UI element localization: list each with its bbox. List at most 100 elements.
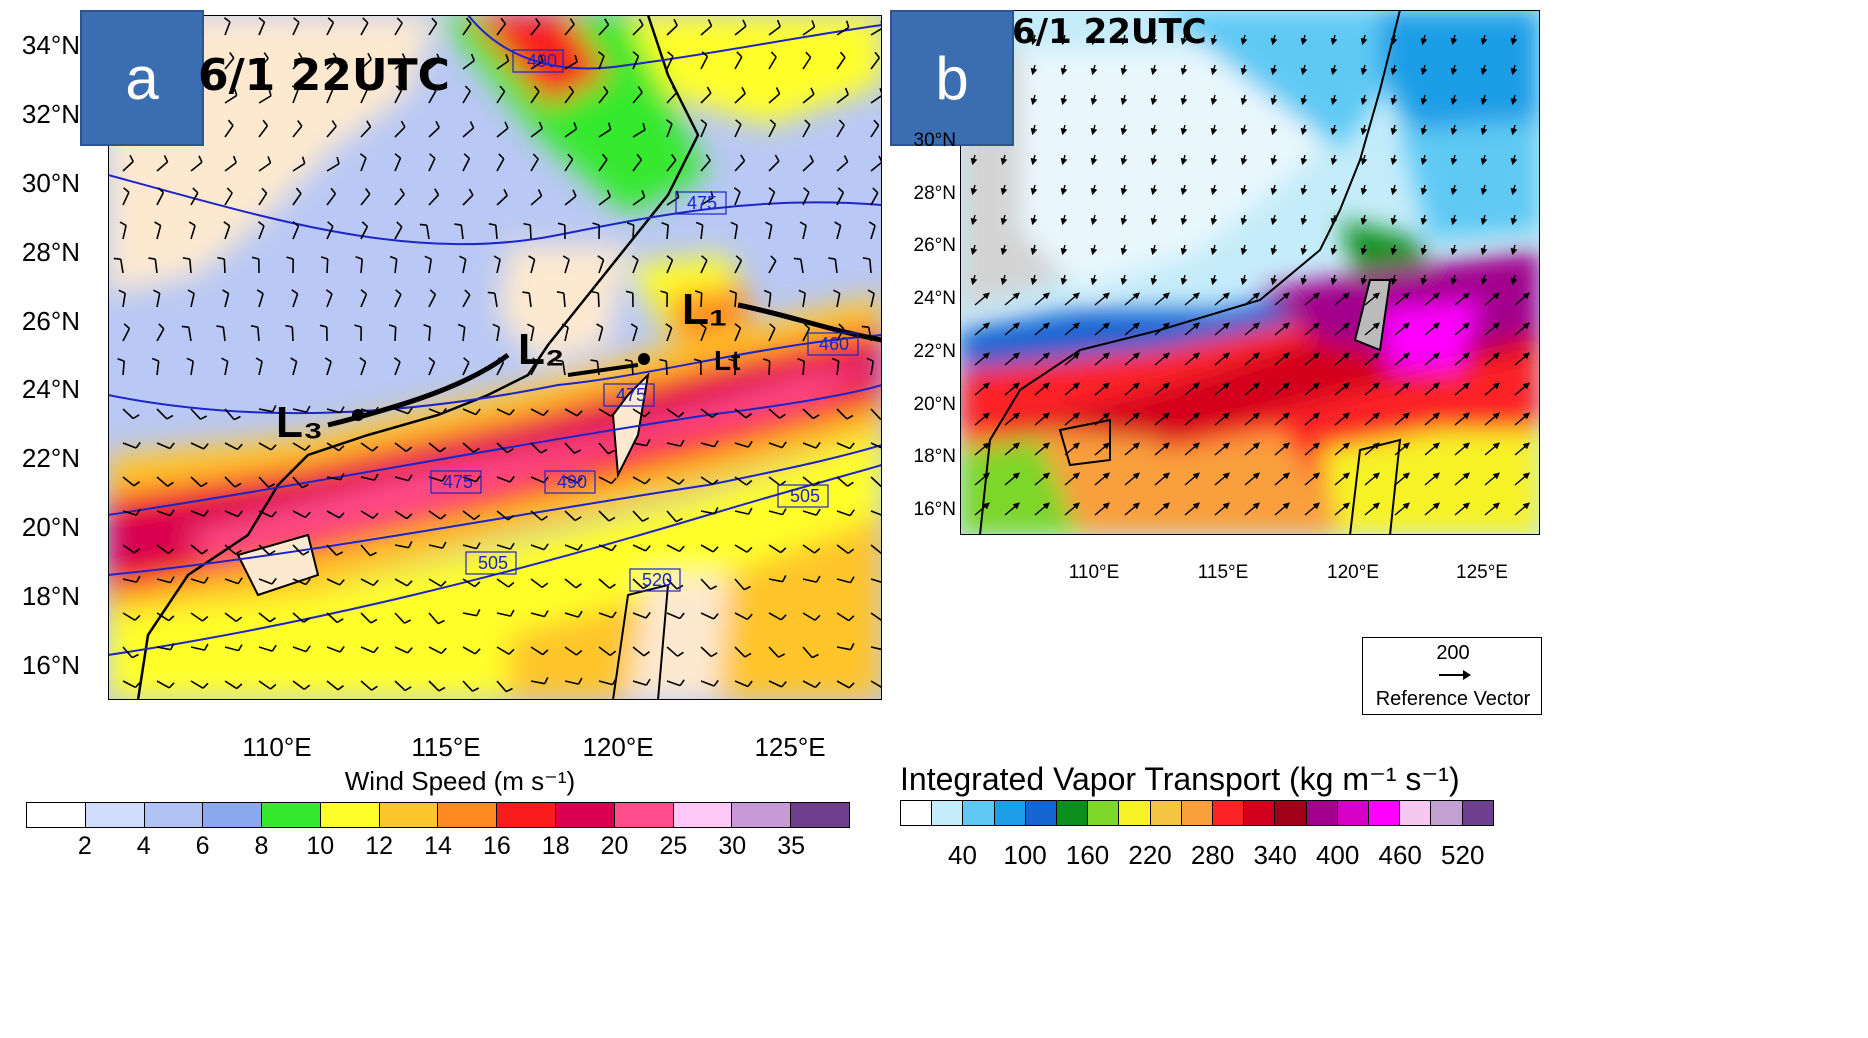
wind-barb-flag: [396, 17, 403, 24]
wind-barb: [700, 92, 712, 104]
wind-barb-flag: [493, 255, 501, 261]
ivt-vector-head: [1042, 352, 1051, 360]
colorbar-a-title: Wind Speed (m s⁻¹): [344, 766, 576, 796]
ivt-vector-head: [1060, 37, 1068, 46]
wind-barb-flag: [812, 414, 820, 420]
wind-barb: [598, 408, 612, 417]
wind-barb-flag: [395, 85, 402, 92]
wind-barb: [564, 612, 579, 618]
wind-barb-flag: [574, 516, 582, 522]
wind-barb: [428, 194, 440, 206]
wind-barb-flag: [355, 255, 363, 260]
wind-barb-flag: [849, 442, 855, 449]
wind-barb: [360, 476, 375, 481]
wind-barb-flag: [624, 359, 632, 362]
ivt-vector-head: [1462, 412, 1471, 420]
wind-barb: [870, 544, 882, 555]
ivt-vector-head: [1120, 37, 1128, 46]
ivt-vector-head: [1270, 97, 1278, 106]
wind-barb-flag: [117, 357, 125, 362]
wind-barb: [460, 225, 464, 240]
wind-barb-flag: [533, 85, 540, 93]
ivt-vector-head: [1510, 187, 1518, 196]
wind-barb: [326, 22, 335, 36]
ivt-vector-head: [1492, 502, 1501, 510]
wind-barb-flag: [776, 19, 781, 27]
wind-barb: [360, 259, 363, 274]
lat-label: 26°N: [913, 235, 956, 256]
wind-barb-flag: [797, 357, 805, 362]
wind-barb-flag: [573, 122, 578, 130]
wind-barb: [870, 161, 882, 172]
wind-barb: [700, 259, 708, 274]
wind-barb: [496, 612, 511, 617]
wind-barb: [189, 259, 192, 274]
wind-barb: [292, 225, 300, 240]
wind-barb-flag: [419, 223, 427, 226]
wind-barb: [666, 196, 680, 206]
wind-barb-flag: [372, 512, 379, 519]
wind-barb-flag: [803, 187, 810, 193]
wind-barb: [632, 442, 647, 447]
ivt-vector-head: [1132, 412, 1141, 420]
wind-barb: [768, 191, 776, 206]
wind-barb: [122, 225, 127, 240]
wind-barb: [632, 646, 645, 657]
wind-barb: [258, 442, 272, 451]
wind-barb-flag: [746, 613, 753, 620]
ivt-vector-head: [1492, 472, 1501, 480]
ivt-vector-head: [1342, 322, 1351, 330]
wind-barb: [802, 544, 815, 554]
wind-barb: [598, 55, 605, 70]
wind-barb-flag: [848, 682, 855, 689]
wind-barb: [394, 510, 408, 520]
wind-barb-flag: [399, 188, 405, 195]
lat-label: 34°N: [21, 30, 80, 60]
wind-barb: [666, 123, 673, 138]
wind-barb-flag: [843, 155, 849, 163]
ivt-vector-head: [1012, 472, 1021, 480]
wind-barb: [224, 646, 239, 652]
wind-barb: [631, 361, 634, 376]
wind-barb: [122, 361, 125, 376]
ivt-vector-head: [1102, 472, 1111, 480]
wind-barb: [802, 646, 813, 659]
wind-barb-flag: [667, 51, 674, 57]
wind-barb: [564, 259, 570, 274]
wind-barb: [768, 293, 772, 308]
ivt-vector-head: [1390, 247, 1398, 256]
wind-barb-flag: [285, 324, 293, 328]
wind-barb-flag: [488, 223, 496, 226]
wind-barb: [462, 612, 477, 617]
wind-barb-flag: [705, 154, 711, 161]
wind-barb: [700, 56, 709, 70]
wind-barb-flag: [665, 119, 673, 125]
wind-barb-flag: [699, 323, 707, 329]
wind-barb: [224, 612, 237, 623]
wind-barb: [292, 680, 305, 691]
reference-vector-label: Reference Vector: [1375, 688, 1531, 710]
ivt-vector-head: [1150, 187, 1158, 196]
wind-barb-flag: [337, 685, 344, 691]
wind-barb-flag: [436, 53, 441, 61]
wind-barb-flag: [325, 289, 333, 295]
wind-barb-flag: [373, 473, 379, 481]
wind-barb: [394, 408, 409, 415]
wind-barb-flag: [269, 617, 276, 623]
ivt-vector-head: [1180, 277, 1188, 286]
wind-barb-flag: [844, 87, 849, 95]
wind-barb-flag: [661, 221, 669, 226]
wind-barb-flag: [293, 17, 300, 23]
wind-barb: [156, 578, 171, 584]
wind-barb: [530, 60, 544, 70]
ivt-vector-head: [1162, 472, 1171, 480]
ivt-vector-head: [1390, 127, 1398, 136]
wind-barb-flag: [169, 576, 175, 584]
wind-barb-flag: [609, 583, 616, 589]
wind-barb: [598, 578, 611, 589]
wind-barb-flag: [226, 187, 233, 194]
wind-barb-flag: [781, 681, 787, 688]
ivt-vector-head: [1300, 157, 1308, 166]
wind-barb: [122, 476, 135, 487]
wind-barb: [224, 476, 236, 488]
